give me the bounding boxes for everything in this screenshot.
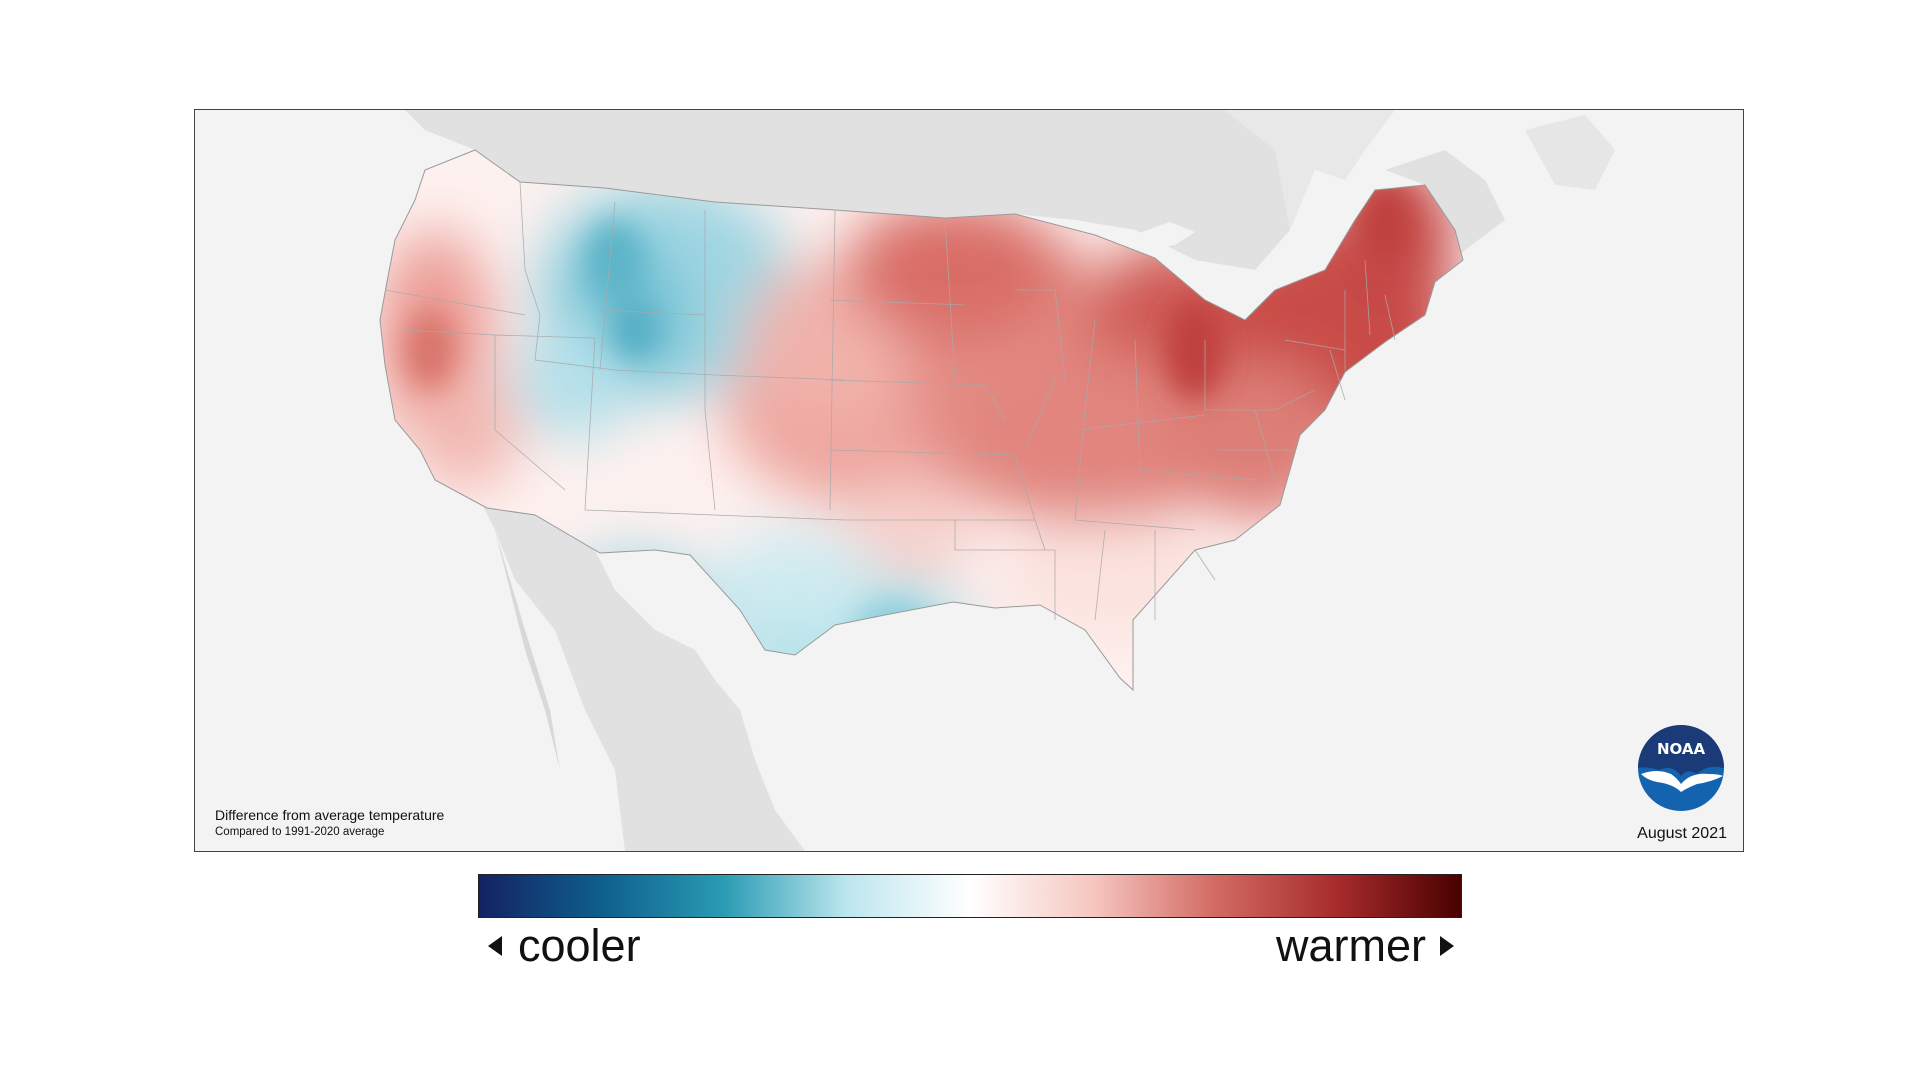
state-boundaries [384,181,1396,621]
map-caption-subtitle: Compared to 1991-2020 average [215,826,385,838]
legend-cooler-label: cooler [518,920,641,971]
map-panel: Difference from average temperature Comp… [194,109,1744,852]
map-date-label: August 2021 [1637,825,1727,842]
temperature-anomaly-map [379,110,1615,851]
noaa-logo: NOAA [1638,725,1724,811]
map-caption-title: Difference from average temperature [215,807,445,823]
anomaly-field [380,150,1463,690]
surrounding-land [405,110,1615,851]
arrow-left-icon [488,936,502,956]
legend-cooler: cooler [488,918,641,974]
legend-color-bar [478,874,1462,918]
noaa-logo-text: NOAA [1657,740,1706,758]
arrow-right-icon [1440,936,1454,956]
legend-warmer: warmer [1276,918,1454,974]
legend-warmer-label: warmer [1275,920,1426,971]
